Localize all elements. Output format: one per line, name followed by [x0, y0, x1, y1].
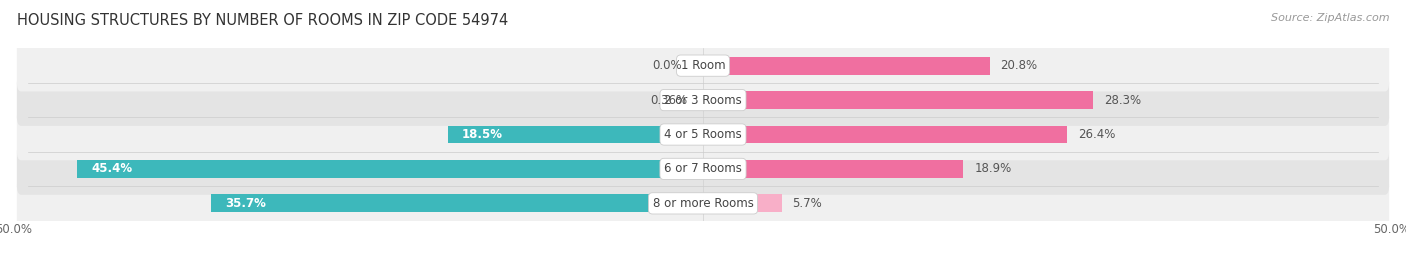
FancyBboxPatch shape [17, 143, 1389, 195]
Text: 18.9%: 18.9% [974, 162, 1012, 175]
Text: 0.36%: 0.36% [650, 94, 688, 107]
Bar [703, 160, 963, 178]
Text: 20.8%: 20.8% [1001, 59, 1038, 72]
Text: 4 or 5 Rooms: 4 or 5 Rooms [664, 128, 742, 141]
Bar [77, 160, 703, 178]
Bar [703, 194, 782, 212]
Bar [697, 91, 703, 109]
Text: Source: ZipAtlas.com: Source: ZipAtlas.com [1271, 13, 1389, 23]
Text: 18.5%: 18.5% [461, 128, 503, 141]
Text: 2 or 3 Rooms: 2 or 3 Rooms [664, 94, 742, 107]
Text: 26.4%: 26.4% [1078, 128, 1115, 141]
Text: 45.4%: 45.4% [91, 162, 132, 175]
FancyBboxPatch shape [17, 74, 1389, 126]
Bar [703, 57, 990, 75]
FancyBboxPatch shape [17, 178, 1389, 229]
Text: 28.3%: 28.3% [1104, 94, 1142, 107]
Text: 0.0%: 0.0% [652, 59, 682, 72]
FancyBboxPatch shape [17, 40, 1389, 91]
Bar [703, 126, 1067, 143]
Text: 6 or 7 Rooms: 6 or 7 Rooms [664, 162, 742, 175]
Text: 1 Room: 1 Room [681, 59, 725, 72]
Text: 5.7%: 5.7% [793, 197, 823, 210]
Text: 8 or more Rooms: 8 or more Rooms [652, 197, 754, 210]
Text: 35.7%: 35.7% [225, 197, 266, 210]
Text: HOUSING STRUCTURES BY NUMBER OF ROOMS IN ZIP CODE 54974: HOUSING STRUCTURES BY NUMBER OF ROOMS IN… [17, 13, 508, 29]
Bar [703, 91, 1092, 109]
Bar [449, 126, 703, 143]
Bar [211, 194, 703, 212]
FancyBboxPatch shape [17, 109, 1389, 160]
